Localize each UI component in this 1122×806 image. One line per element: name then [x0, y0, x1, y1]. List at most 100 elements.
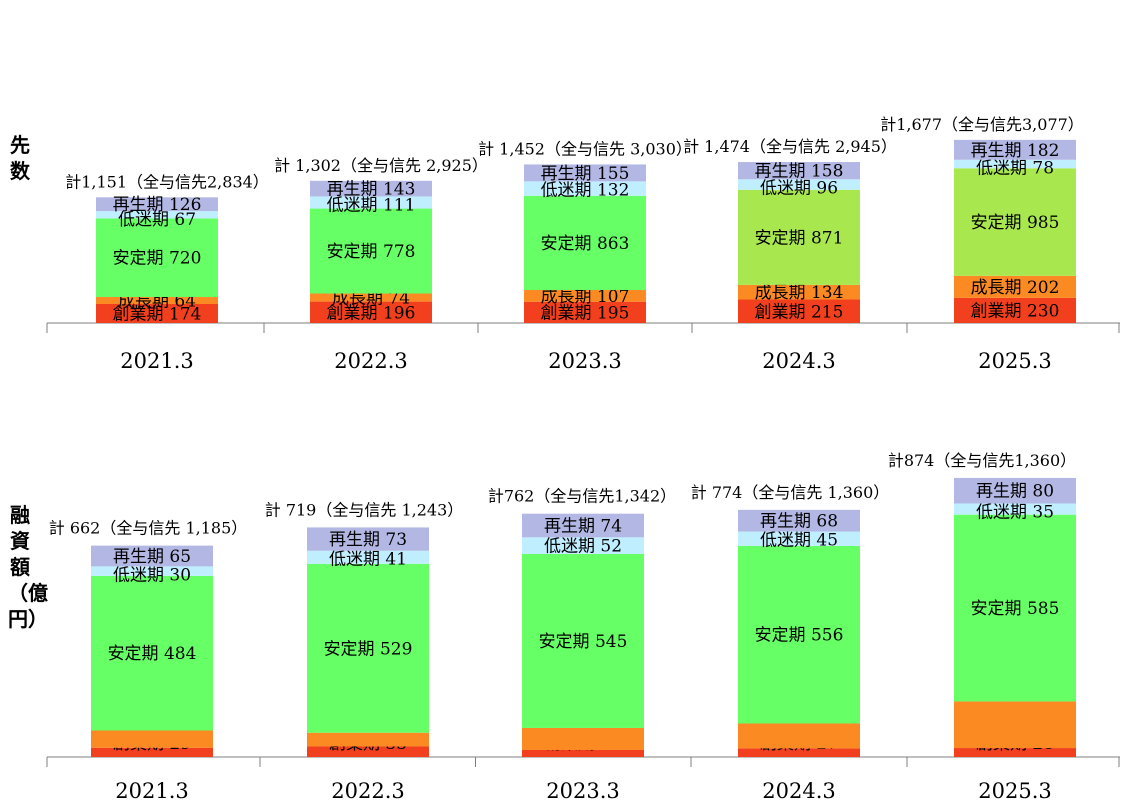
category-label: 2021.3	[120, 349, 193, 373]
segment-label: 安定期 863	[541, 234, 630, 254]
total-label: 計 719（全与信先 1,243）	[265, 500, 464, 519]
category-label: 2025.3	[978, 779, 1051, 802]
bar-segment	[954, 477, 1076, 504]
bar-segment	[954, 168, 1076, 276]
bar-segment	[738, 531, 860, 546]
bar-segment	[524, 301, 646, 323]
category-label: 2022.3	[331, 779, 404, 802]
bar-segment	[96, 197, 218, 212]
bar-segment	[96, 303, 218, 323]
total-label: 計 1,474（全与信先 2,945）	[683, 137, 897, 156]
total-label: 計874（全与信先1,360）	[888, 451, 1076, 470]
bar-segment	[738, 284, 860, 300]
bar-segment	[96, 297, 218, 304]
total-label: 計 774（全与信先 1,360）	[691, 483, 890, 502]
bar-segment	[954, 275, 1076, 298]
bar-segment	[524, 195, 646, 291]
total-label: 計1,677（全与信先3,077）	[880, 115, 1084, 134]
segment-label: 低迷期 78	[976, 159, 1054, 179]
bar-segment	[524, 181, 646, 196]
segment-label: 再生期 80	[976, 482, 1054, 502]
bar-segment	[310, 180, 432, 197]
bar-segment	[738, 545, 860, 724]
bar-segment	[738, 748, 860, 757]
bar-segment	[96, 218, 218, 298]
segment-label: 成長期 74	[332, 289, 410, 309]
segment-label: 再生期 68	[760, 512, 838, 532]
bar-segment	[522, 553, 644, 728]
segment-label: 成長期 134	[755, 283, 844, 303]
bar-segment	[91, 730, 213, 748]
bar-segment	[310, 208, 432, 294]
total-label: 計1,151（全与信先2,834）	[65, 172, 269, 191]
segment-label: 再生期 143	[327, 180, 416, 200]
segment-label: 成長期 202	[971, 278, 1060, 298]
segment-label: 再生期 73	[329, 530, 407, 550]
segment-label: 再生期 155	[541, 164, 630, 184]
total-label: 計762（全与信先1,342）	[488, 487, 676, 506]
category-label: 2025.3	[978, 349, 1051, 373]
bar-segment	[522, 727, 644, 750]
category-label: 2022.3	[334, 349, 407, 373]
segment-label: 安定期 585	[971, 599, 1060, 619]
segment-label: 安定期 529	[324, 639, 413, 659]
bar-segment	[954, 159, 1076, 169]
segment-label: 低迷期 67	[118, 210, 196, 230]
segment-label: 安定期 556	[755, 626, 844, 646]
segment-label: 創業期 195	[541, 303, 630, 323]
category-label: 2023.3	[546, 779, 619, 802]
category-label: 2024.3	[762, 779, 835, 802]
bar-segment	[524, 164, 646, 182]
category-label: 2024.3	[762, 349, 835, 373]
bar-segment	[307, 527, 429, 551]
category-label: 2023.3	[548, 349, 621, 373]
segment-label: 創業期 215	[755, 302, 844, 322]
total-label: 計 662（全与信先 1,185）	[49, 519, 248, 538]
segment-label: 低迷期 52	[544, 537, 622, 557]
bar-segment	[954, 139, 1076, 160]
segment-label: 創業期 196	[327, 303, 416, 323]
segment-label: 成長期 107	[541, 287, 630, 307]
bar-segment	[307, 746, 429, 757]
segment-label: 低迷期 41	[329, 550, 407, 570]
bar-segment	[91, 566, 213, 576]
segment-label: 再生期 74	[544, 517, 622, 537]
segment-label: 安定期 484	[108, 644, 197, 664]
bar-segment	[954, 503, 1076, 515]
bar-segment	[738, 189, 860, 285]
segment-label: 安定期 545	[539, 632, 628, 652]
segment-label: 低迷期 30	[113, 565, 191, 585]
segment-label: 再生期 65	[113, 547, 191, 567]
bar-segment	[738, 162, 860, 180]
segment-label: 再生期 182	[971, 141, 1060, 161]
bar-segment	[522, 749, 644, 757]
category-label: 2021.3	[115, 779, 188, 802]
segment-label: 低迷期 132	[541, 180, 630, 200]
segment-label: 安定期 871	[755, 228, 844, 248]
segment-label: 創業期 230	[971, 301, 1060, 321]
bar-segment	[91, 747, 213, 757]
bar-segment	[310, 196, 432, 209]
bar-segment	[91, 575, 213, 731]
segment-label: 低迷期 45	[760, 531, 838, 551]
bar-segment	[954, 701, 1076, 749]
bar-segment	[738, 179, 860, 190]
segment-label: 低迷期 96	[760, 178, 838, 198]
segment-label: 再生期 126	[113, 195, 202, 215]
segment-label: 低迷期 111	[327, 195, 416, 215]
bar-segment	[738, 509, 860, 532]
top-chart-ylabel: 先数	[10, 133, 30, 183]
bar-segment	[522, 537, 644, 554]
segment-label: 再生期 158	[755, 162, 844, 182]
bar-segment	[738, 723, 860, 749]
bar-segment	[91, 545, 213, 567]
bar-segment	[954, 514, 1076, 702]
bar-segment	[738, 299, 860, 323]
bar-segment	[307, 563, 429, 733]
total-label: 計 1,452（全与信先 3,030）	[478, 139, 692, 158]
bar-segment	[954, 297, 1076, 323]
